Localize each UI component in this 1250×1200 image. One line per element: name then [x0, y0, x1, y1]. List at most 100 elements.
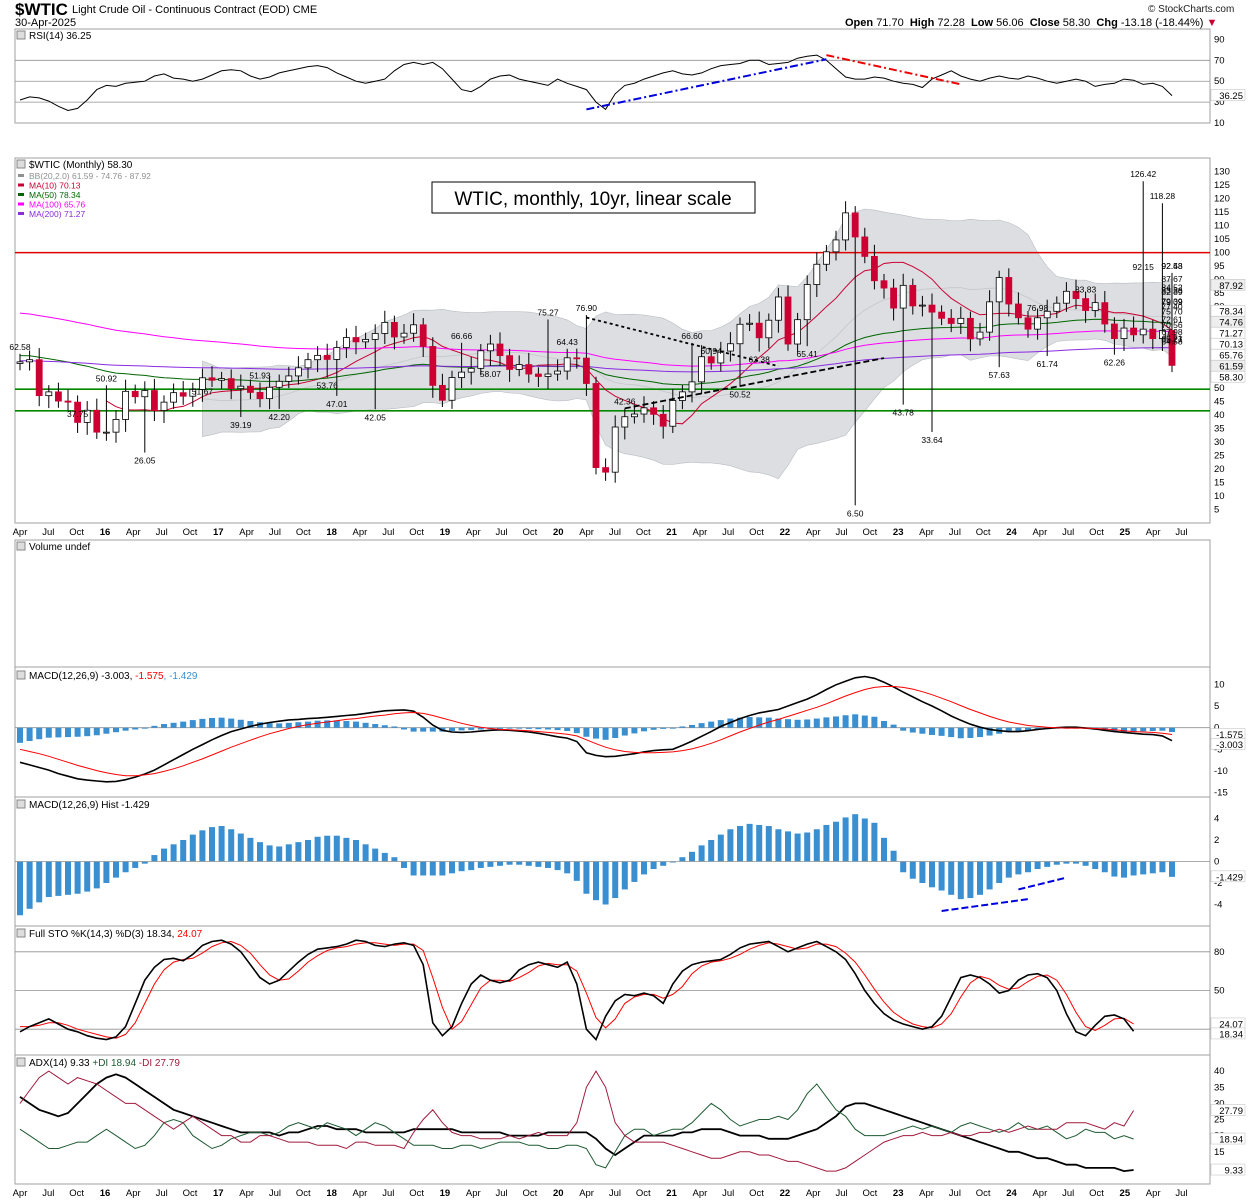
- hist-bar: [602, 861, 609, 905]
- macd-hist-bar: [679, 726, 686, 728]
- hist-bar: [45, 861, 52, 897]
- price-legend-icon: [16, 159, 26, 169]
- hist-bar: [247, 837, 254, 862]
- candle-body: [909, 284, 917, 307]
- macd-hist-bar: [1121, 727, 1127, 733]
- hist-bar: [689, 851, 695, 862]
- macd-hist-bar: [324, 720, 331, 728]
- price-tick: 130: [1214, 167, 1230, 178]
- sto-k-label: 18.34: [1219, 1029, 1243, 1040]
- bottom-time-axis-label: Jul: [42, 1188, 54, 1199]
- price-time-axis-label: Oct: [409, 527, 424, 538]
- hist-bar: [938, 861, 945, 891]
- candle-body: [16, 361, 24, 364]
- macd-hist-bar: [314, 720, 321, 728]
- bottom-time-axis-label: 19: [440, 1188, 451, 1199]
- legend-swatch: [18, 212, 24, 215]
- macd-hist-bar: [708, 721, 715, 728]
- sto-legend-d: 24.07: [177, 929, 202, 940]
- macd-hist-bar: [84, 727, 91, 737]
- hist-bar: [794, 833, 801, 862]
- macd-hist-bar: [266, 723, 273, 728]
- price-time-axis-label: 22: [780, 527, 791, 538]
- candle-body: [669, 400, 677, 427]
- legend-swatch: [18, 202, 24, 206]
- price-annotation: 79.39: [1161, 296, 1183, 306]
- candle-body: [198, 377, 206, 390]
- hist-bar: [564, 861, 571, 874]
- macd-hist-bar: [401, 727, 407, 730]
- candle-body: [1101, 302, 1109, 325]
- price-time-axis-label: Jul: [382, 527, 394, 538]
- macd-hist-bar: [909, 727, 916, 733]
- price-time-axis-label: Jul: [949, 527, 961, 538]
- macd-hist-bar: [161, 724, 167, 728]
- hist-bar: [333, 835, 340, 862]
- macd-hist-bar: [1130, 727, 1137, 732]
- price-legend-item: MA(10) 70.13: [29, 181, 81, 191]
- macd-hist-bar: [497, 727, 503, 729]
- candle-body: [1130, 327, 1137, 336]
- bottom-time-axis-label: Oct: [183, 1188, 198, 1199]
- macd-hist-bar: [276, 723, 283, 728]
- macd-hist-bar: [765, 717, 772, 728]
- macd-hist-bar: [199, 718, 206, 728]
- macd-hist-bar: [36, 727, 43, 740]
- price-tick: 100: [1214, 248, 1230, 259]
- macd-hist-bar: [1159, 727, 1166, 731]
- volume-legend-icon: [16, 541, 26, 551]
- macd-hist-bar: [1140, 727, 1147, 732]
- hist-bar: [861, 818, 868, 862]
- hist-bar: [621, 861, 628, 890]
- candle-body: [679, 391, 686, 401]
- macd-hist-bar: [55, 727, 62, 738]
- hist-bar: [122, 861, 129, 873]
- candle-body: [352, 337, 360, 343]
- macd-hist-bar: [516, 727, 523, 729]
- macd-hist-bar: [1169, 727, 1175, 733]
- price-right-label: 71.27: [1219, 329, 1243, 340]
- price-annotation: 42.36: [614, 396, 636, 406]
- price-annotation: 76.90: [576, 303, 598, 313]
- hist-bar: [785, 831, 791, 862]
- hist-bar: [679, 857, 686, 862]
- price-annotation: 79.09: [1161, 297, 1183, 307]
- price-time-axis-label: Oct: [976, 527, 991, 538]
- bottom-time-axis-label: Jul: [1062, 1188, 1074, 1199]
- candle-body: [842, 212, 849, 241]
- hist-bar: [180, 840, 187, 862]
- price-tick: 115: [1214, 207, 1229, 218]
- hist-bar: [420, 861, 427, 876]
- hist-bar: [372, 848, 379, 862]
- candle-body: [1072, 290, 1080, 299]
- candle-body: [602, 467, 609, 473]
- close-label: Close: [1029, 17, 1060, 29]
- hist-bar: [295, 842, 302, 862]
- macd-hist-bar: [209, 717, 215, 728]
- price-trendline-up: [624, 357, 885, 410]
- candle-body: [64, 400, 72, 403]
- candle-body: [727, 343, 734, 352]
- hist-bar: [765, 826, 772, 862]
- price-legend-item: MA(100) 65.76: [29, 200, 85, 210]
- macd-value-label-box: [1210, 738, 1246, 750]
- bottom-time-axis-label: Oct: [976, 1188, 991, 1199]
- macd-hist-bar: [986, 727, 993, 736]
- price-time-axis-label: Oct: [183, 527, 198, 538]
- price-tick: 35: [1214, 423, 1225, 434]
- bottom-time-axis-label: Apr: [919, 1188, 934, 1199]
- bottom-time-axis-label: Oct: [749, 1188, 764, 1199]
- price-annotation: 65.27: [1161, 335, 1183, 345]
- candle-body: [1168, 330, 1176, 366]
- hist-bar: [141, 861, 148, 864]
- candle-body: [419, 324, 427, 347]
- price-annotation: 26.05: [134, 456, 156, 466]
- hist-bar: [1111, 861, 1118, 877]
- hist-bar: [468, 861, 475, 871]
- candle-body: [640, 407, 648, 415]
- adx-tick: 30: [1214, 1098, 1225, 1109]
- macd-hist-bar: [343, 720, 350, 728]
- hist-bar: [26, 861, 33, 909]
- hist-bar: [161, 848, 167, 862]
- candle-body: [294, 367, 302, 377]
